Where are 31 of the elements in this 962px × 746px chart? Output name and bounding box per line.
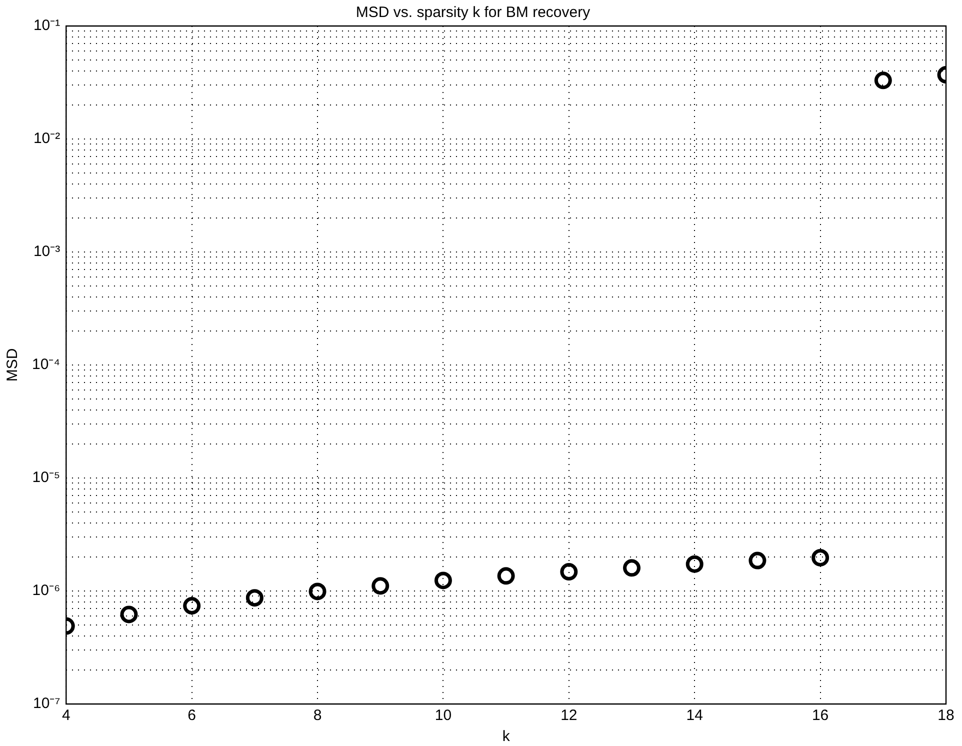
y-tick-label: 10⁻⁴ xyxy=(32,356,60,374)
y-tick-label: 10⁻⁷ xyxy=(33,695,60,712)
y-tick-label: 10⁻⁵ xyxy=(32,469,60,486)
point xyxy=(874,72,892,90)
point xyxy=(623,559,641,577)
x-tick-label: 10 xyxy=(434,707,452,724)
point xyxy=(120,606,138,624)
x-tick-label: 18 xyxy=(938,707,954,724)
point xyxy=(434,572,452,590)
point xyxy=(183,597,201,615)
x-tick-label: 16 xyxy=(812,707,829,724)
point xyxy=(560,563,578,581)
y-tick-label: 10⁻³ xyxy=(33,243,60,260)
point xyxy=(372,577,390,595)
point xyxy=(246,589,264,607)
x-tick-label: 14 xyxy=(686,707,703,724)
point xyxy=(308,582,326,600)
point xyxy=(686,555,704,573)
point xyxy=(497,567,515,585)
x-tick-label: 12 xyxy=(560,707,578,724)
point xyxy=(812,548,830,566)
y-axis-title: MSD xyxy=(4,348,22,382)
x-tick-label: 4 xyxy=(62,707,70,724)
x-axis-title: k xyxy=(502,728,510,746)
x-tick-label: 6 xyxy=(188,707,196,724)
y-tick-label: 10⁻¹ xyxy=(33,17,60,34)
point xyxy=(748,552,766,570)
y-tick-label: 10⁻⁶ xyxy=(32,582,60,600)
x-tick-label: 8 xyxy=(313,707,322,724)
chart-title: MSD vs. sparsity k for BM recovery xyxy=(356,4,591,22)
y-tick-label: 10⁻² xyxy=(33,130,60,148)
